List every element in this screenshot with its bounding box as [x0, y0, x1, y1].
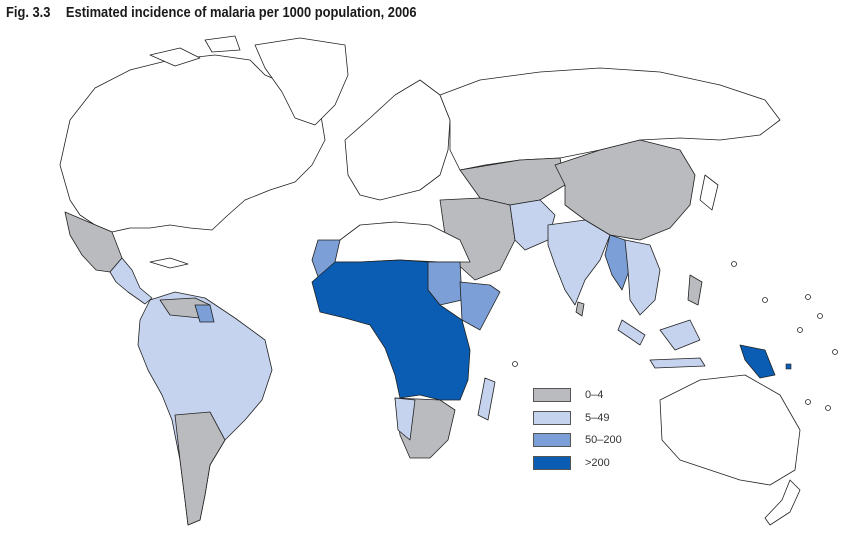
region-central-america — [109, 257, 153, 305]
region-southern-cone — [174, 411, 226, 526]
region-indonesia — [617, 319, 706, 369]
region-greenland — [254, 37, 349, 126]
island-marker — [762, 297, 768, 303]
legend-item: >200 — [533, 452, 622, 475]
region-arctic-islands — [149, 35, 241, 67]
legend-item: 5–49 — [533, 407, 622, 430]
region-new-zealand — [764, 479, 801, 526]
region-sub-saharan-africa — [311, 259, 471, 401]
figure-caption: Estimated incidence of malaria per 1000 … — [65, 4, 417, 21]
legend-label: 0–4 — [585, 389, 604, 402]
island-marker — [832, 349, 838, 355]
island-marker — [731, 261, 737, 267]
region-philippines — [687, 274, 703, 306]
region-guianas — [194, 304, 215, 323]
legend-label: 50–200 — [585, 434, 622, 447]
legend-swatch — [533, 388, 571, 403]
legend-item: 50–200 — [533, 429, 622, 452]
legend-swatch — [533, 455, 571, 470]
figure-title: Fig. 3.3 Estimated incidence of malaria p… — [6, 4, 417, 21]
region-japan — [699, 174, 719, 211]
region-sri-lanka — [575, 301, 585, 317]
island-marker — [797, 327, 803, 333]
island-marker — [805, 399, 811, 405]
legend-item: 0–4 — [533, 384, 622, 407]
region-india — [547, 219, 611, 306]
region-mexico — [64, 211, 123, 273]
region-southeast-asia — [624, 239, 661, 316]
legend-swatch — [533, 410, 571, 425]
region-papua-new-guinea — [739, 344, 776, 379]
island-marker — [817, 313, 823, 319]
island-marker — [785, 363, 792, 370]
region-china — [554, 139, 696, 241]
region-australia — [659, 374, 801, 486]
region-europe — [344, 79, 451, 201]
island-marker — [805, 294, 811, 300]
figure-number: Fig. 3.3 — [6, 4, 51, 21]
region-madagascar — [477, 377, 496, 421]
legend: 0–4 5–49 50–200 >200 — [533, 384, 622, 474]
island-marker — [825, 405, 831, 411]
region-horn-of-africa — [459, 281, 501, 331]
legend-swatch — [533, 433, 571, 448]
region-caribbean — [149, 257, 189, 269]
legend-label: 5–49 — [585, 411, 610, 424]
island-marker — [512, 361, 518, 367]
legend-label: >200 — [585, 456, 610, 469]
region-namibia — [394, 397, 416, 441]
